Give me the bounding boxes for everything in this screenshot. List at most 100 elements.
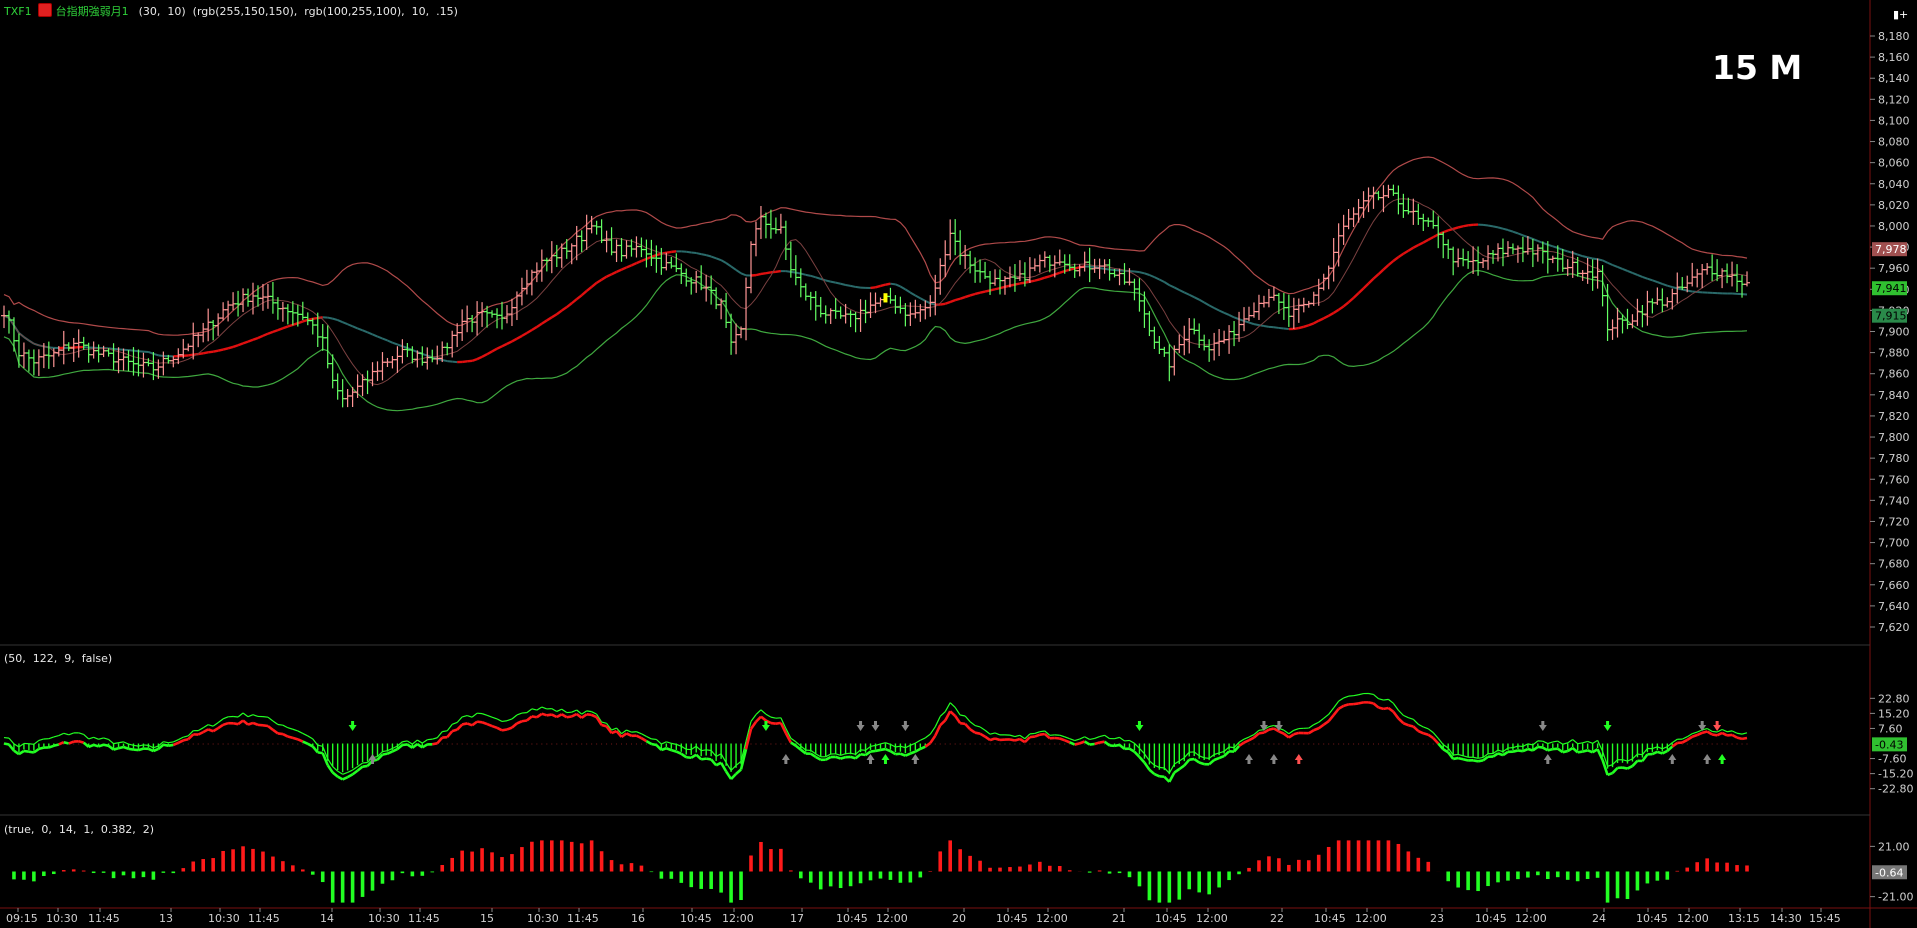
osc1-signal-segment [1358,692,1364,696]
osc1-line-segment [875,748,881,753]
osc1-signal-segment [840,753,846,756]
osc1-signal-segment [989,732,996,735]
osc1-signal-segment [1009,734,1016,738]
osc1-signal-segment [706,749,712,752]
oscillator-1 [3,692,1748,783]
panel3-params[interactable]: (true, 0, 14, 1, 0.382, 2) [4,823,155,836]
lower-band-price-label-bg [1872,308,1907,323]
add-panel-button[interactable]: ▮+ [1893,8,1909,21]
mid-line-segment [765,271,772,275]
osc1-line-segment [177,739,184,744]
osc1-signal-segment [187,730,194,737]
osc1-signal-segment [1652,746,1658,750]
osc1-line-segment [924,742,932,748]
mid-line-segment [1682,288,1688,292]
osc1-line-segment [331,771,339,778]
symbol-label[interactable]: TXF1 [4,5,32,18]
mid-line-segment [1562,248,1569,253]
osc1-signal-segment [113,742,119,745]
price-tick-label: 7,720 [1878,515,1910,528]
mid-line-segment [148,351,154,355]
up-arrow-stem [883,760,887,764]
osc1-line-segment [18,749,25,756]
osc1-signal-segment [1248,734,1255,738]
osc1-signal-segment [442,730,448,733]
osc1-signal-segment [551,708,558,713]
osc1-signal-segment [471,712,478,718]
osc1-line-segment [835,755,842,760]
mid-line-segment [302,318,309,323]
down-arrow-marker [1713,725,1722,731]
mid-line-segment [949,299,956,304]
mid-line-segment [1049,273,1056,278]
osc1-line-segment [272,728,279,735]
mid-line-segment [1074,266,1080,270]
osc1-line-segment [1392,710,1400,720]
osc1-signal-segment [397,741,403,747]
down-arrow-stem [903,721,907,725]
osc1-signal-segment [1099,734,1105,738]
mid-line-segment [890,282,896,286]
mid-line-segment [845,284,851,287]
osc1-line-segment [1064,739,1071,744]
osc1-signal-segment [910,742,916,746]
mid-line-segment [904,288,911,294]
osc1-signal-segment [1333,700,1340,709]
chart-header: TXF1 台指期強弱月1 (30, 10) (rgb(255,150,150), r… [4,3,458,19]
panel2-params[interactable]: (50, 122, 9, false) [4,652,113,665]
osc1-signal-segment [676,743,682,747]
mid-line-segment [835,281,841,285]
osc1-line-segment [1482,755,1489,762]
osc1-line-segment [1083,740,1091,746]
osc1-line-segment [1641,753,1649,762]
osc1-line-segment [486,722,493,728]
osc1-line-segment [1243,739,1250,744]
osc1-line-segment [1268,727,1275,731]
mid-line-segment [696,252,702,256]
osc1-signal-segment [33,739,40,745]
osc1-signal-segment [1627,758,1633,762]
osc1-line-segment [1502,750,1509,757]
mid-line-segment [1372,273,1380,280]
osc1-signal-segment [1079,736,1085,740]
mid-line-segment [516,334,523,340]
up-arrow-marker [911,754,920,760]
osc1-signal-segment [690,745,697,751]
osc1-signal-segment [750,714,757,722]
osc1-signal-segment [1592,739,1598,744]
osc1-line-segment [800,748,807,755]
osc1-signal-segment [1288,729,1295,735]
osc1-line-segment [1089,742,1095,746]
osc1-signal-segment [1238,738,1245,743]
osc1-line-segment [123,745,129,751]
osc1-signal-segment [1557,740,1564,745]
mid-line-segment [705,254,712,258]
osc1-signal-segment [462,714,468,718]
osc1-signal-segment [118,741,124,744]
osc1-signal-segment [1696,729,1703,733]
price-tick-label: 8,180 [1878,30,1910,43]
osc1-signal-segment [666,741,672,744]
osc1-line-segment [277,732,284,736]
osc1-signal-segment [88,736,94,740]
osc1-signal-segment [173,739,179,743]
osc1-line-segment [521,719,528,723]
x-tick-label: 09:15 [6,912,38,925]
osc1-line-segment [939,719,947,727]
osc1-signal-segment [1671,738,1678,744]
osc1-line-segment [864,750,872,757]
indicator-name[interactable]: 台指期強弱月1 [55,5,129,18]
mid-line-segment [1318,317,1325,322]
mid-line-segment [1432,233,1439,239]
osc1-line-segment [1019,737,1026,744]
x-tick-label: 15 [480,912,494,925]
osc1-line-segment [481,721,488,726]
osc1-signal-segment [252,714,259,718]
osc1-signal-segment [735,760,742,766]
osc1-line-segment [531,715,538,719]
indicator-close-icon[interactable] [37,3,52,17]
osc1-line-segment [1353,702,1359,706]
osc1-line-segment [432,742,438,746]
up-arrow-marker [368,754,377,760]
